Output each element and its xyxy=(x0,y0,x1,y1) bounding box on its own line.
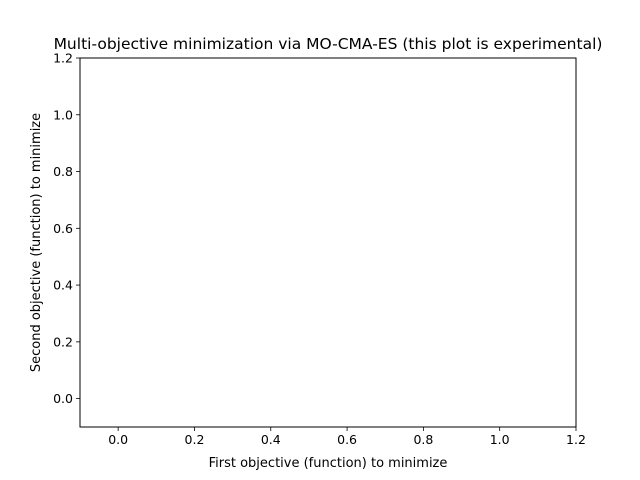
x-tick-label: 0.8 xyxy=(413,432,433,447)
y-tick-label: 0.0 xyxy=(53,391,73,406)
x-tick-label: 0.4 xyxy=(261,432,281,447)
x-tick-label: 0.2 xyxy=(185,432,205,447)
chart-title: Multi-objective minimization via MO-CMA-… xyxy=(54,35,603,53)
y-tick-label: 1.0 xyxy=(53,107,73,122)
x-tick-label: 1.0 xyxy=(490,432,510,447)
y-tick-label: 0.2 xyxy=(53,334,73,349)
y-tick-label: 0.6 xyxy=(53,221,73,236)
y-axis-label: Second objective (function) to minimize xyxy=(29,113,44,372)
y-tick-label: 0.4 xyxy=(53,278,73,293)
x-tick-label: 0.0 xyxy=(108,432,128,447)
y-axis-ticks: 0.0 0.2 0.4 0.6 0.8 1.0 1.2 xyxy=(53,51,80,406)
x-axis-ticks: 0.0 0.2 0.4 0.6 0.8 1.0 1.2 xyxy=(108,427,586,447)
y-tick-label: 0.8 xyxy=(53,164,73,179)
x-tick-label: 0.6 xyxy=(337,432,357,447)
plot-frame xyxy=(79,57,577,428)
x-axis-label: First objective (function) to minimize xyxy=(209,456,448,471)
x-tick-label: 1.2 xyxy=(566,432,586,447)
y-tick-label: 1.2 xyxy=(53,51,73,66)
